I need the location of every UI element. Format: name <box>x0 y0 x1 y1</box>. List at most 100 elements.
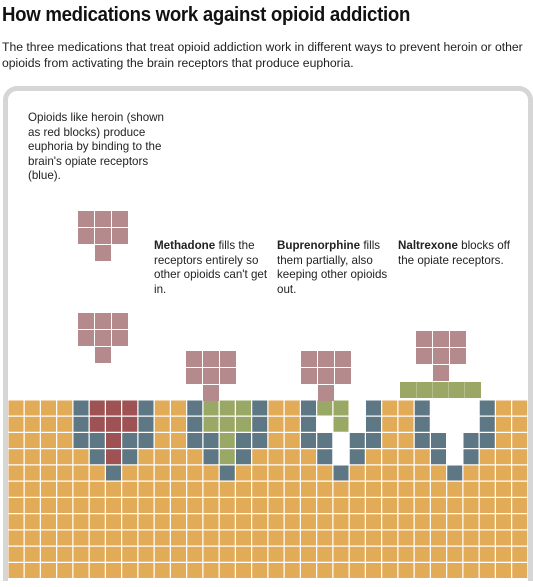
tissue-block <box>446 497 464 514</box>
tissue-block <box>316 545 334 563</box>
buprenorphine-block <box>332 415 350 433</box>
tissue-block <box>137 480 155 498</box>
bound-opioid-block <box>88 415 106 433</box>
tissue-block <box>8 415 25 433</box>
tissue-block <box>300 562 317 579</box>
tissue-block <box>413 562 431 579</box>
tissue-block <box>300 513 317 531</box>
tissue-block <box>365 562 382 579</box>
tissue-block <box>511 545 528 563</box>
tissue-block <box>283 415 301 433</box>
buprenorphine-description: fills them partially, also keeping other… <box>277 239 388 296</box>
tissue-block <box>267 545 285 563</box>
tissue-block <box>430 464 447 482</box>
empty-pocket-cell <box>348 399 366 417</box>
buprenorphine-block <box>316 399 334 417</box>
tissue-block <box>40 448 57 466</box>
methadone-block <box>218 432 236 449</box>
naltrexone-block <box>448 382 465 398</box>
tissue-block <box>381 497 399 514</box>
free-opioid-block <box>95 245 111 261</box>
tissue-block <box>121 480 139 498</box>
tissue-block <box>137 513 155 531</box>
tissue-block <box>235 497 252 514</box>
tissue-block <box>446 529 464 547</box>
tissue-block <box>218 497 236 514</box>
tissue-block <box>56 415 74 433</box>
tissue-block <box>105 497 122 514</box>
tissue-block <box>462 562 480 579</box>
tissue-block <box>283 562 301 579</box>
methadone-block <box>218 415 236 433</box>
tissue-block <box>153 513 171 531</box>
tissue-block <box>430 545 447 563</box>
tissue-block <box>300 448 317 466</box>
tissue-block <box>267 415 285 433</box>
free-opioid-block <box>318 351 334 367</box>
free-opioid-block <box>433 348 449 364</box>
tissue-block <box>413 464 431 482</box>
tissue-block <box>495 545 512 563</box>
tissue-block <box>316 497 334 514</box>
tissue-block <box>40 545 57 563</box>
tissue-block <box>88 545 106 563</box>
buprenorphine-note: Buprenorphine fills them partially, also… <box>277 239 389 297</box>
tissue-block <box>23 399 41 417</box>
tissue-block <box>137 497 155 514</box>
tissue-block <box>511 497 528 514</box>
tissue-block <box>23 432 41 449</box>
free-opioid-block <box>203 351 219 367</box>
free-opioid-block <box>450 331 466 347</box>
tissue-block <box>365 545 382 563</box>
tissue-block <box>300 480 317 498</box>
tissue-block <box>153 464 171 482</box>
tissue-block <box>202 529 220 547</box>
receptor-block <box>235 448 252 466</box>
bound-opioid-block <box>105 399 122 417</box>
tissue-block <box>137 562 155 579</box>
tissue-block <box>348 529 366 547</box>
empty-pocket-cell <box>430 399 447 417</box>
tissue-block <box>153 448 171 466</box>
tissue-block <box>170 529 187 547</box>
receptor-block <box>251 415 269 433</box>
tissue-block <box>495 497 512 514</box>
methadone-block <box>218 448 236 466</box>
receptor-block <box>137 415 155 433</box>
empty-pocket-cell <box>332 432 350 449</box>
receptor-block <box>413 432 431 449</box>
receptor-block <box>202 448 220 466</box>
receptor-block <box>430 432 447 449</box>
free-opioid-block <box>416 348 432 364</box>
tissue-block <box>235 529 252 547</box>
tissue-block <box>332 480 350 498</box>
receptor-block <box>137 399 155 417</box>
free-opioid-block <box>112 313 128 329</box>
tissue-block <box>23 529 41 547</box>
tissue-block <box>121 529 139 547</box>
methadone-block <box>235 415 252 433</box>
tissue-block <box>446 480 464 498</box>
empty-pocket-cell <box>348 415 366 433</box>
tissue-block <box>235 545 252 563</box>
tissue-block <box>186 529 204 547</box>
tissue-block <box>316 464 334 482</box>
page-title: How medications work against opioid addi… <box>2 4 411 26</box>
naltrexone-note: Naltrexone blocks off the opiate recepto… <box>398 239 516 268</box>
tissue-block <box>202 562 220 579</box>
tissue-block <box>56 513 74 531</box>
tissue-block <box>105 480 122 498</box>
tissue-block <box>153 480 171 498</box>
tissue-block <box>137 529 155 547</box>
tissue-block <box>105 513 122 531</box>
tissue-block <box>478 448 496 466</box>
tissue-block <box>23 562 41 579</box>
tissue-block <box>72 529 90 547</box>
naltrexone-name: Naltrexone <box>398 239 458 252</box>
tissue-block <box>202 480 220 498</box>
tissue-block <box>300 464 317 482</box>
tissue-block <box>251 448 269 466</box>
receptor-block <box>137 432 155 449</box>
tissue-block <box>397 480 415 498</box>
tissue-block <box>88 497 106 514</box>
